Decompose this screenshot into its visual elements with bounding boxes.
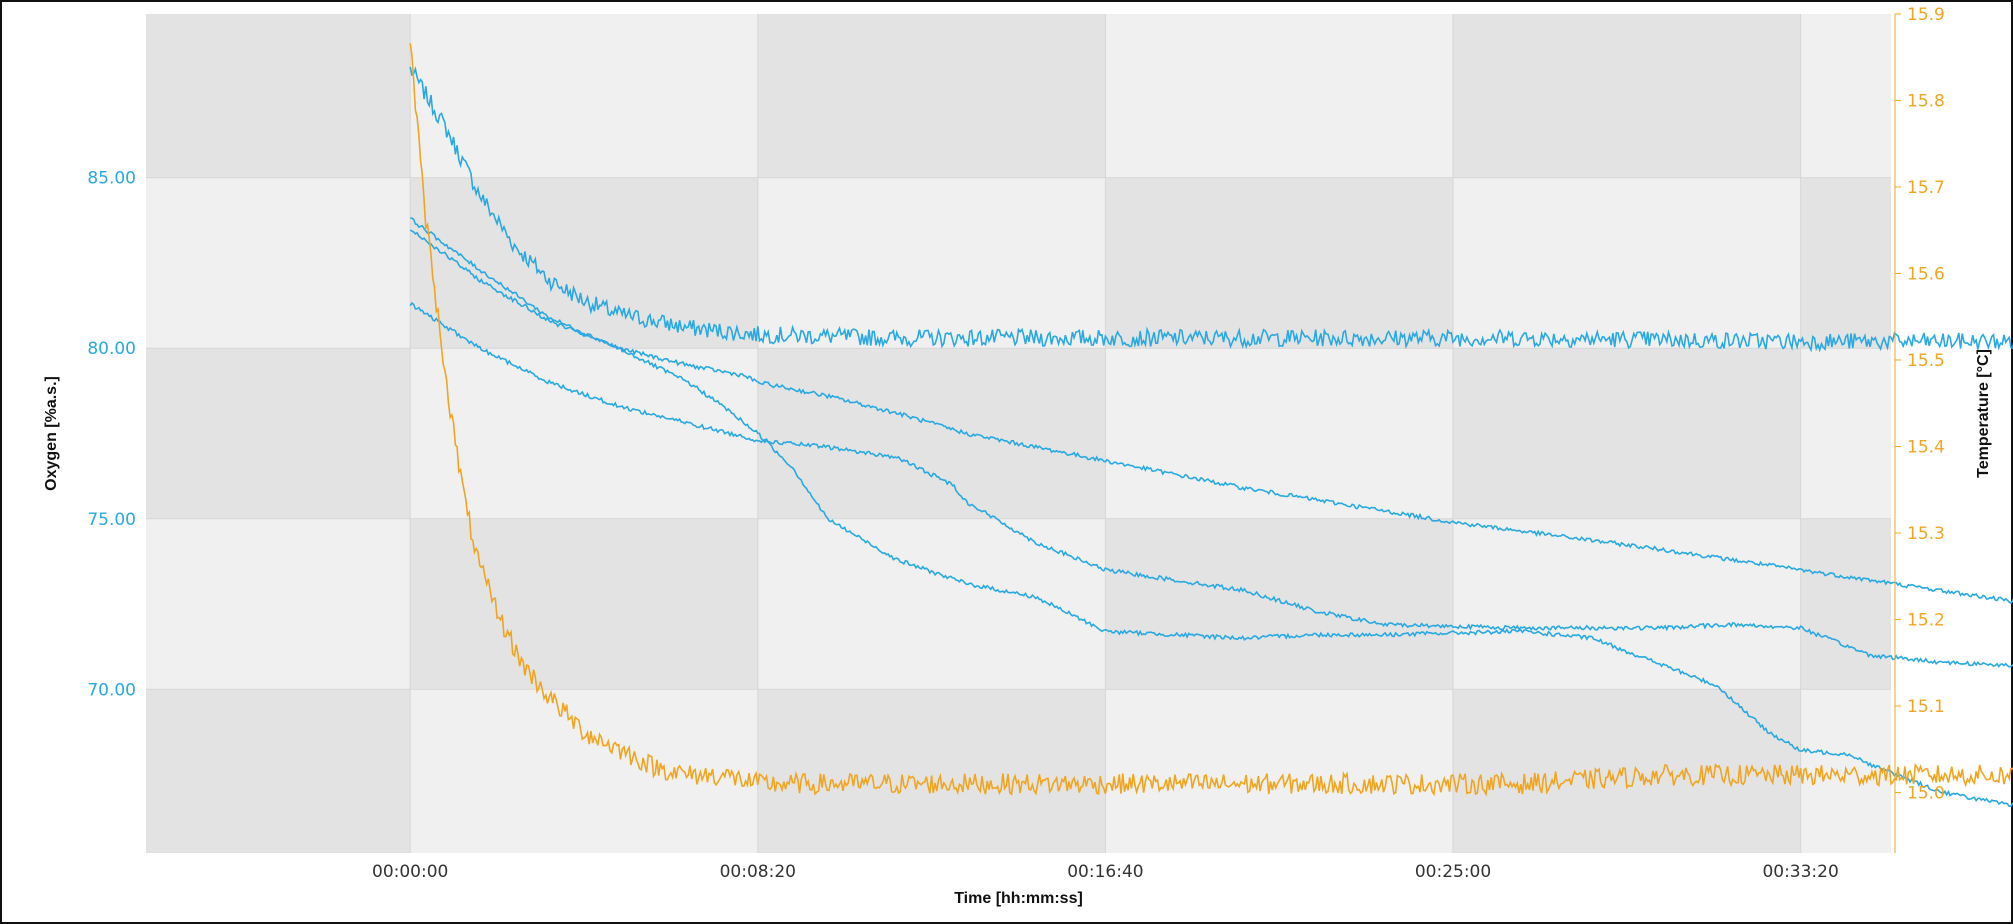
plot-band (1453, 14, 1801, 178)
plot-band (1105, 177, 1454, 349)
y-tick-label: 80.00 (87, 339, 136, 359)
plot-band (1105, 348, 1454, 519)
plot-band (757, 348, 1106, 519)
y-right-tick-label: 15.6 (1907, 264, 1945, 284)
plot-band (1453, 518, 1801, 690)
x-tick-label: 00:25:00 (1415, 862, 1491, 882)
y-tick-label: 70.00 (87, 680, 136, 700)
plot-band (757, 14, 1106, 178)
y-right-tick-label: 15.3 (1907, 524, 1945, 544)
x-tick-label: 00:16:40 (1067, 862, 1143, 882)
plot-band (1453, 348, 1801, 519)
plot-band (146, 518, 411, 690)
y-right-tick-label: 15.7 (1907, 178, 1945, 198)
x-axis-title: Time [hh:mm:ss] (954, 890, 1083, 907)
oxygen-series-line-2 (410, 217, 2013, 605)
x-tick-label: 00:08:20 (720, 862, 796, 882)
plot-band (1800, 348, 1891, 519)
x-tick-label: 00:00:00 (372, 862, 448, 882)
y-axis-title-right: Temperature [°C] (1975, 349, 1992, 478)
plot-band (757, 177, 1106, 349)
plot-band (410, 348, 758, 519)
grid-lines (146, 14, 1891, 853)
oxygen-series-line-4 (409, 301, 2013, 668)
plot-band (146, 14, 411, 178)
y-axis-title: Oxygen [%a.s.] (43, 376, 60, 491)
y-right-tick-label: 15.4 (1907, 437, 1945, 457)
plot-band (757, 689, 1106, 853)
series-lines (409, 43, 2013, 808)
plot-band (410, 518, 758, 690)
plot-band (1800, 518, 1891, 690)
plot-band (1800, 177, 1891, 349)
y-right-tick-label: 15.9 (1907, 5, 1945, 25)
y-right-tick-label: 15.8 (1907, 91, 1945, 111)
y-right-tick-label: 15.0 (1907, 783, 1945, 803)
plot-band (146, 348, 411, 519)
plot-band (1453, 689, 1801, 853)
tick-labels: 70.00 75.00 80.00 85.00 15.0 15.1 15.2 15.3 15.4… (87, 5, 1945, 882)
plot-band (1105, 14, 1454, 178)
y-tick-label: 75.00 (87, 510, 136, 530)
x-tick-label: 00:33:20 (1762, 862, 1838, 882)
plot-band (1105, 518, 1454, 690)
plot-band (146, 177, 411, 349)
y-tick-label: 85.00 (87, 169, 136, 189)
plot-band (1800, 14, 1891, 178)
plot-band (1105, 689, 1454, 853)
plot-background-bands (146, 14, 1891, 853)
temperature-series-line (409, 43, 2013, 797)
plot-band (146, 689, 411, 853)
y-right-tick-label: 15.2 (1907, 610, 1945, 630)
plot-band (410, 177, 758, 349)
plot-band (1453, 177, 1801, 349)
y-right-tick-label: 15.5 (1907, 351, 1945, 371)
plot-band (410, 14, 758, 178)
y-right-tick-label: 15.1 (1907, 697, 1945, 717)
oxygen-series-line-1 (409, 66, 2013, 353)
